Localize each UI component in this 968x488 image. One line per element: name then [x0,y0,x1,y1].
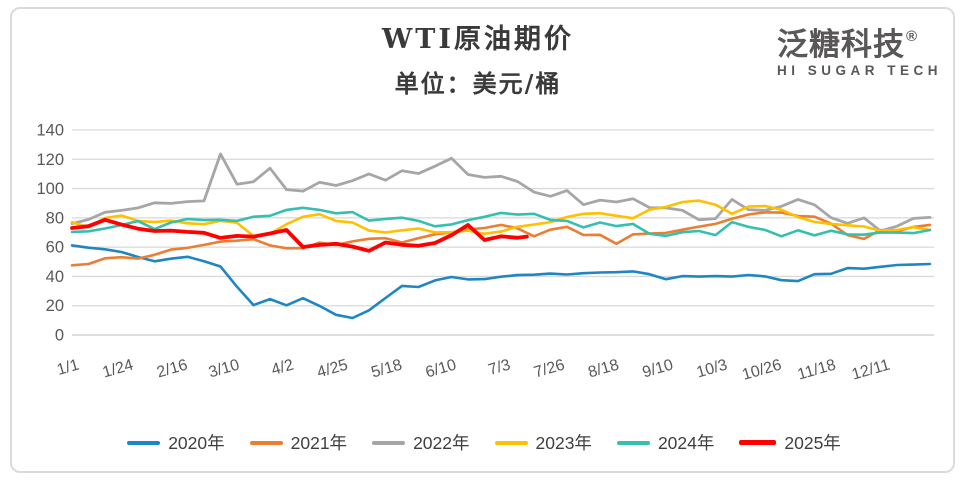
brand-name: 泛糖科技 [776,27,905,62]
gridlines [72,129,934,336]
x-axis-tick-label: 1/24 [101,356,136,381]
x-axis-tick-label: 12/11 [850,356,892,383]
brand-name-row: 泛糖科技® [777,20,942,62]
legend-item-2020年: 2020年 [127,430,225,455]
legend-label: 2021年 [290,433,348,453]
legend-swatch [127,440,161,445]
chart-svg: 0 20 40 60 80 100 120 140 1/1 1/24 2/16 3/10 4/2 4/2… [36,122,934,384]
x-axis-tick-label: 5/18 [369,356,404,381]
legend-label: 2022年 [413,433,470,453]
x-axis-tick-label: 10/3 [695,356,730,381]
brand-tagline: HI SUGAR TECH [776,63,942,78]
chart-header: WTI原油期价 单位：美元/桶 [0,24,956,99]
series-line-2023年 [70,199,932,238]
series-line-2020年 [70,244,932,320]
y-axis-labels: 0 20 40 60 80 100 120 140 [36,122,64,345]
x-axis-tick-label: 6/10 [424,356,459,381]
legend-item-2021年: 2021年 [249,430,348,455]
x-axis-tick-label: 11/18 [796,356,838,383]
y-axis-tick-label: 60 [46,239,64,257]
x-axis-tick-label: 2/16 [155,356,190,381]
chart-subtitle: 单位：美元/桶 [394,69,562,98]
legend-item-2025年: 2025年 [739,430,841,455]
legend-item-2023年: 2023年 [494,430,592,455]
series-line-2022年 [70,152,932,233]
legend-swatch [494,440,528,445]
x-axis-tick-label: 7/3 [486,356,512,379]
legend-item-2024年: 2024年 [616,430,715,455]
series-line-2024年 [70,206,932,238]
brand-logo: 泛糖科技® HI SUGAR TECH [776,20,942,79]
x-axis-tick-label: 4/25 [315,356,350,381]
y-axis-tick-label: 0 [55,327,64,345]
x-axis-tick-label: 9/10 [640,356,675,381]
y-axis-tick-label: 120 [36,151,64,169]
legend-swatch [249,440,283,445]
series-line-2025年 [70,217,529,253]
series-lines [70,152,932,320]
x-axis-tick-label: 7/26 [532,356,567,381]
x-axis-tick-label: 8/18 [586,356,621,381]
legend-swatch [372,440,406,445]
legend-label: 2023年 [535,433,592,453]
x-axis-tick-label: 4/2 [270,356,296,379]
series-line-2021年 [70,211,932,267]
legend-swatch [739,440,777,445]
legend-label: 2020年 [168,433,225,453]
y-axis-tick-label: 140 [36,122,64,140]
legend: 2020年 2021年 2022年 2023年 2024年 2025年 [0,430,968,455]
legend-item-2022年: 2022年 [372,430,470,455]
x-axis-tick-label: 10/26 [740,356,783,383]
legend-label: 2025年 [784,433,841,453]
x-axis-labels: 1/1 1/24 2/16 3/10 4/2 4/25 5/18 6/10 7/3 7/26 8/1… [55,356,892,383]
y-axis-tick-label: 80 [46,209,64,227]
x-axis-tick-label: 3/10 [207,356,242,381]
chart-title: WTI原油期价 [381,24,575,55]
y-axis-tick-label: 40 [46,268,64,286]
y-axis-tick-label: 100 [36,180,64,198]
y-axis-tick-label: 20 [46,297,64,315]
legend-swatch [616,440,650,445]
registered-trademark-icon: ® [905,28,919,45]
legend-label: 2024年 [657,433,715,453]
x-axis-tick-label: 1/1 [55,356,81,379]
